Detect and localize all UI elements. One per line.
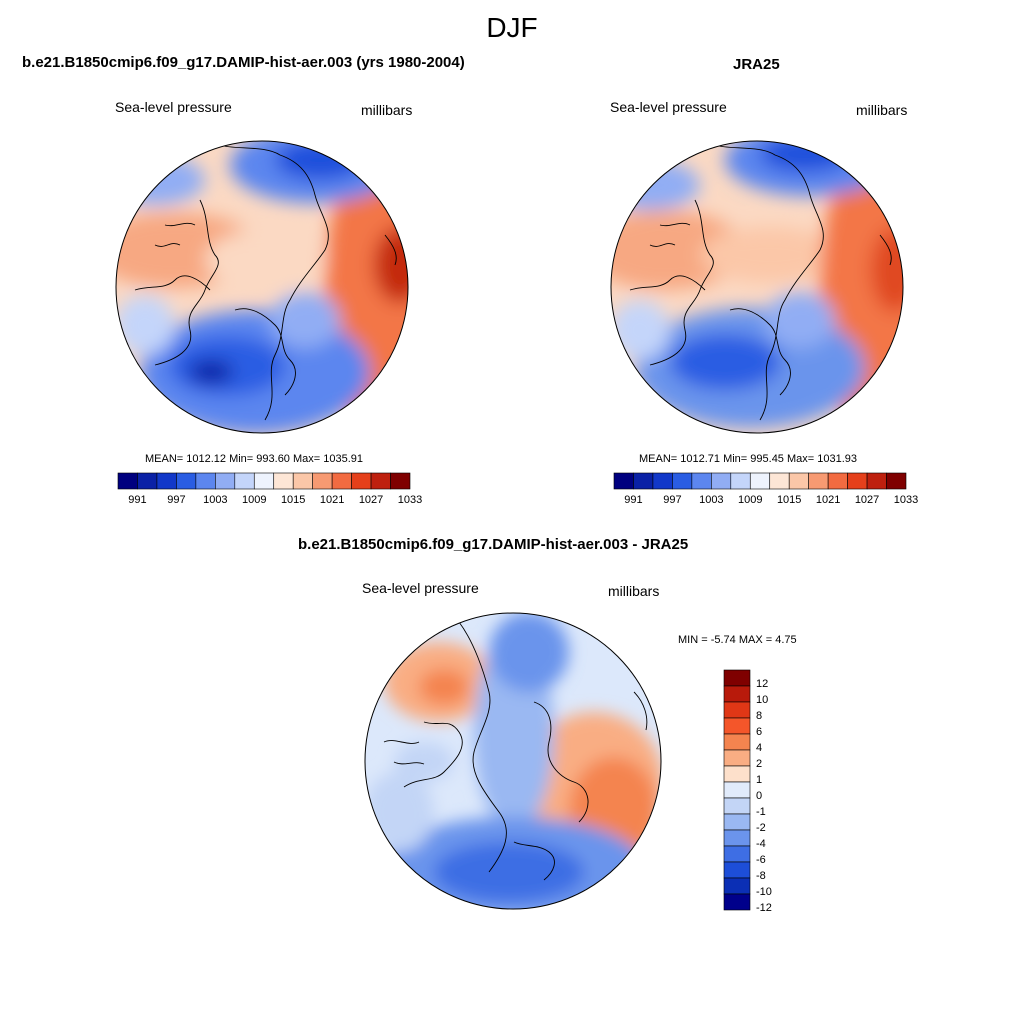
colorbar-tick-label: 12	[756, 678, 769, 690]
colorbar-swatch	[137, 472, 158, 490]
colorbar-swatch	[117, 472, 138, 490]
colorbar-tick-label: 1009	[242, 494, 267, 506]
map-boundary	[115, 140, 409, 434]
colorbar-swatch	[370, 472, 391, 490]
colorbar-swatch	[723, 685, 751, 703]
colorbar-swatch	[652, 472, 673, 490]
colorbar-swatch	[351, 472, 372, 490]
colorbar-swatch	[253, 472, 275, 490]
colorbar-swatch	[195, 472, 216, 490]
colorbar-swatch	[723, 829, 751, 847]
colorbar-swatch	[827, 472, 848, 490]
colorbar-tick-label: 1021	[815, 494, 841, 506]
colorbar-tick-label: 2	[756, 758, 763, 770]
diff-polar-map	[364, 612, 662, 910]
colorbar-tick-label: 4	[756, 742, 763, 754]
colorbar-swatch	[234, 472, 255, 490]
colorbar-tick-label: 1033	[397, 494, 423, 506]
colorbar-tick-label: -2	[756, 822, 766, 834]
colorbar-tick-label: -10	[756, 886, 772, 898]
colorbar-tick-label: 1027	[358, 494, 384, 506]
colorbar-tick-label: 1027	[854, 494, 880, 506]
obs-panel-title: JRA25	[733, 56, 780, 73]
colorbar-swatch	[723, 845, 751, 863]
colorbar-tick-label: 997	[167, 494, 186, 506]
colorbar-swatch	[769, 472, 790, 490]
colorbar-tick-label: 1021	[319, 494, 345, 506]
colorbar-tick-label: -12	[756, 902, 772, 914]
colorbar-tick-label: 991	[128, 494, 147, 506]
diff-panel-title: b.e21.B1850cmip6.f09_g17.DAMIP-hist-aer.…	[298, 536, 689, 553]
colorbar-swatch	[723, 861, 751, 879]
colorbar-swatch	[723, 813, 751, 831]
colorbar-tick-label: 1015	[280, 494, 306, 506]
colorbar-tick-label: 1003	[699, 494, 724, 506]
colorbar-swatch	[723, 781, 751, 799]
colorbar-swatch	[176, 472, 197, 490]
colorbar-swatch	[723, 669, 751, 687]
colorbar-tick-label: 1033	[893, 494, 919, 506]
colorbar-tick-label: 8	[756, 710, 763, 722]
colorbar-tick-label: -8	[756, 870, 766, 882]
colorbar-swatch	[215, 472, 236, 490]
colorbar-swatch	[730, 472, 751, 490]
model-panel-title: b.e21.B1850cmip6.f09_g17.DAMIP-hist-aer.…	[22, 54, 465, 71]
colorbar-swatch	[808, 472, 829, 490]
colorbar-swatch	[312, 472, 333, 490]
colorbar-swatch	[390, 472, 411, 490]
colorbar-swatch	[788, 472, 809, 490]
colorbar-swatch	[723, 749, 751, 767]
colorbar-tick-label: 1	[756, 774, 763, 786]
diff-units-label: millibars	[608, 583, 660, 599]
colorbar-swatch	[723, 701, 751, 719]
colorbar-swatch	[672, 472, 693, 490]
colorbar-swatch	[331, 472, 352, 490]
obs-units-label: millibars	[856, 102, 908, 118]
colorbar-swatch	[711, 472, 732, 490]
map-boundary	[364, 612, 662, 910]
colorbar-swatch	[847, 472, 868, 490]
colorbar-swatch	[866, 472, 887, 490]
model-colorbar	[117, 472, 411, 490]
figure-title: DJF	[486, 12, 538, 43]
colorbar-swatch	[691, 472, 712, 490]
colorbar-tick-label: 1003	[203, 494, 228, 506]
colorbar-swatch	[723, 877, 751, 895]
colorbar-tick-label: 10	[756, 694, 769, 706]
colorbar-tick-label: 991	[624, 494, 643, 506]
colorbar-swatch	[886, 472, 907, 490]
obs-variable-label: Sea-level pressure	[610, 99, 727, 115]
diff-stats: MIN = -5.74 MAX = 4.75	[678, 634, 797, 646]
colorbar-swatch	[723, 733, 751, 751]
colorbar-swatch	[723, 797, 751, 815]
colorbar-swatch	[273, 472, 294, 490]
colorbar-swatch	[292, 472, 313, 490]
colorbar-swatch	[613, 472, 634, 490]
colorbar-tick-label: 6	[756, 726, 763, 738]
colorbar-tick-label: -4	[756, 838, 766, 850]
colorbar-swatch	[723, 893, 751, 911]
colorbar-tick-label: 997	[663, 494, 682, 506]
obs-colorbar	[613, 472, 907, 490]
colorbar-tick-label: -1	[756, 806, 766, 818]
colorbar-swatch	[723, 765, 751, 783]
model-stats: MEAN= 1012.12 Min= 993.60 Max= 1035.91	[145, 453, 364, 465]
map-boundary	[610, 140, 904, 434]
model-units-label: millibars	[361, 102, 413, 118]
model-variable-label: Sea-level pressure	[115, 99, 232, 115]
obs-stats: MEAN= 1012.71 Min= 995.45 Max= 1031.93	[639, 453, 858, 465]
colorbar-tick-label: 0	[756, 790, 763, 802]
colorbar-swatch	[749, 472, 771, 490]
colorbar-tick-label: 1009	[738, 494, 763, 506]
model-polar-map	[115, 140, 409, 434]
colorbar-swatch	[723, 717, 751, 735]
colorbar-tick-label: -6	[756, 854, 766, 866]
obs-polar-map	[610, 140, 904, 434]
colorbar-tick-label: 1015	[776, 494, 802, 506]
diff-variable-label: Sea-level pressure	[362, 580, 479, 596]
colorbar-swatch	[156, 472, 177, 490]
diff-colorbar	[723, 669, 751, 911]
colorbar-swatch	[633, 472, 654, 490]
